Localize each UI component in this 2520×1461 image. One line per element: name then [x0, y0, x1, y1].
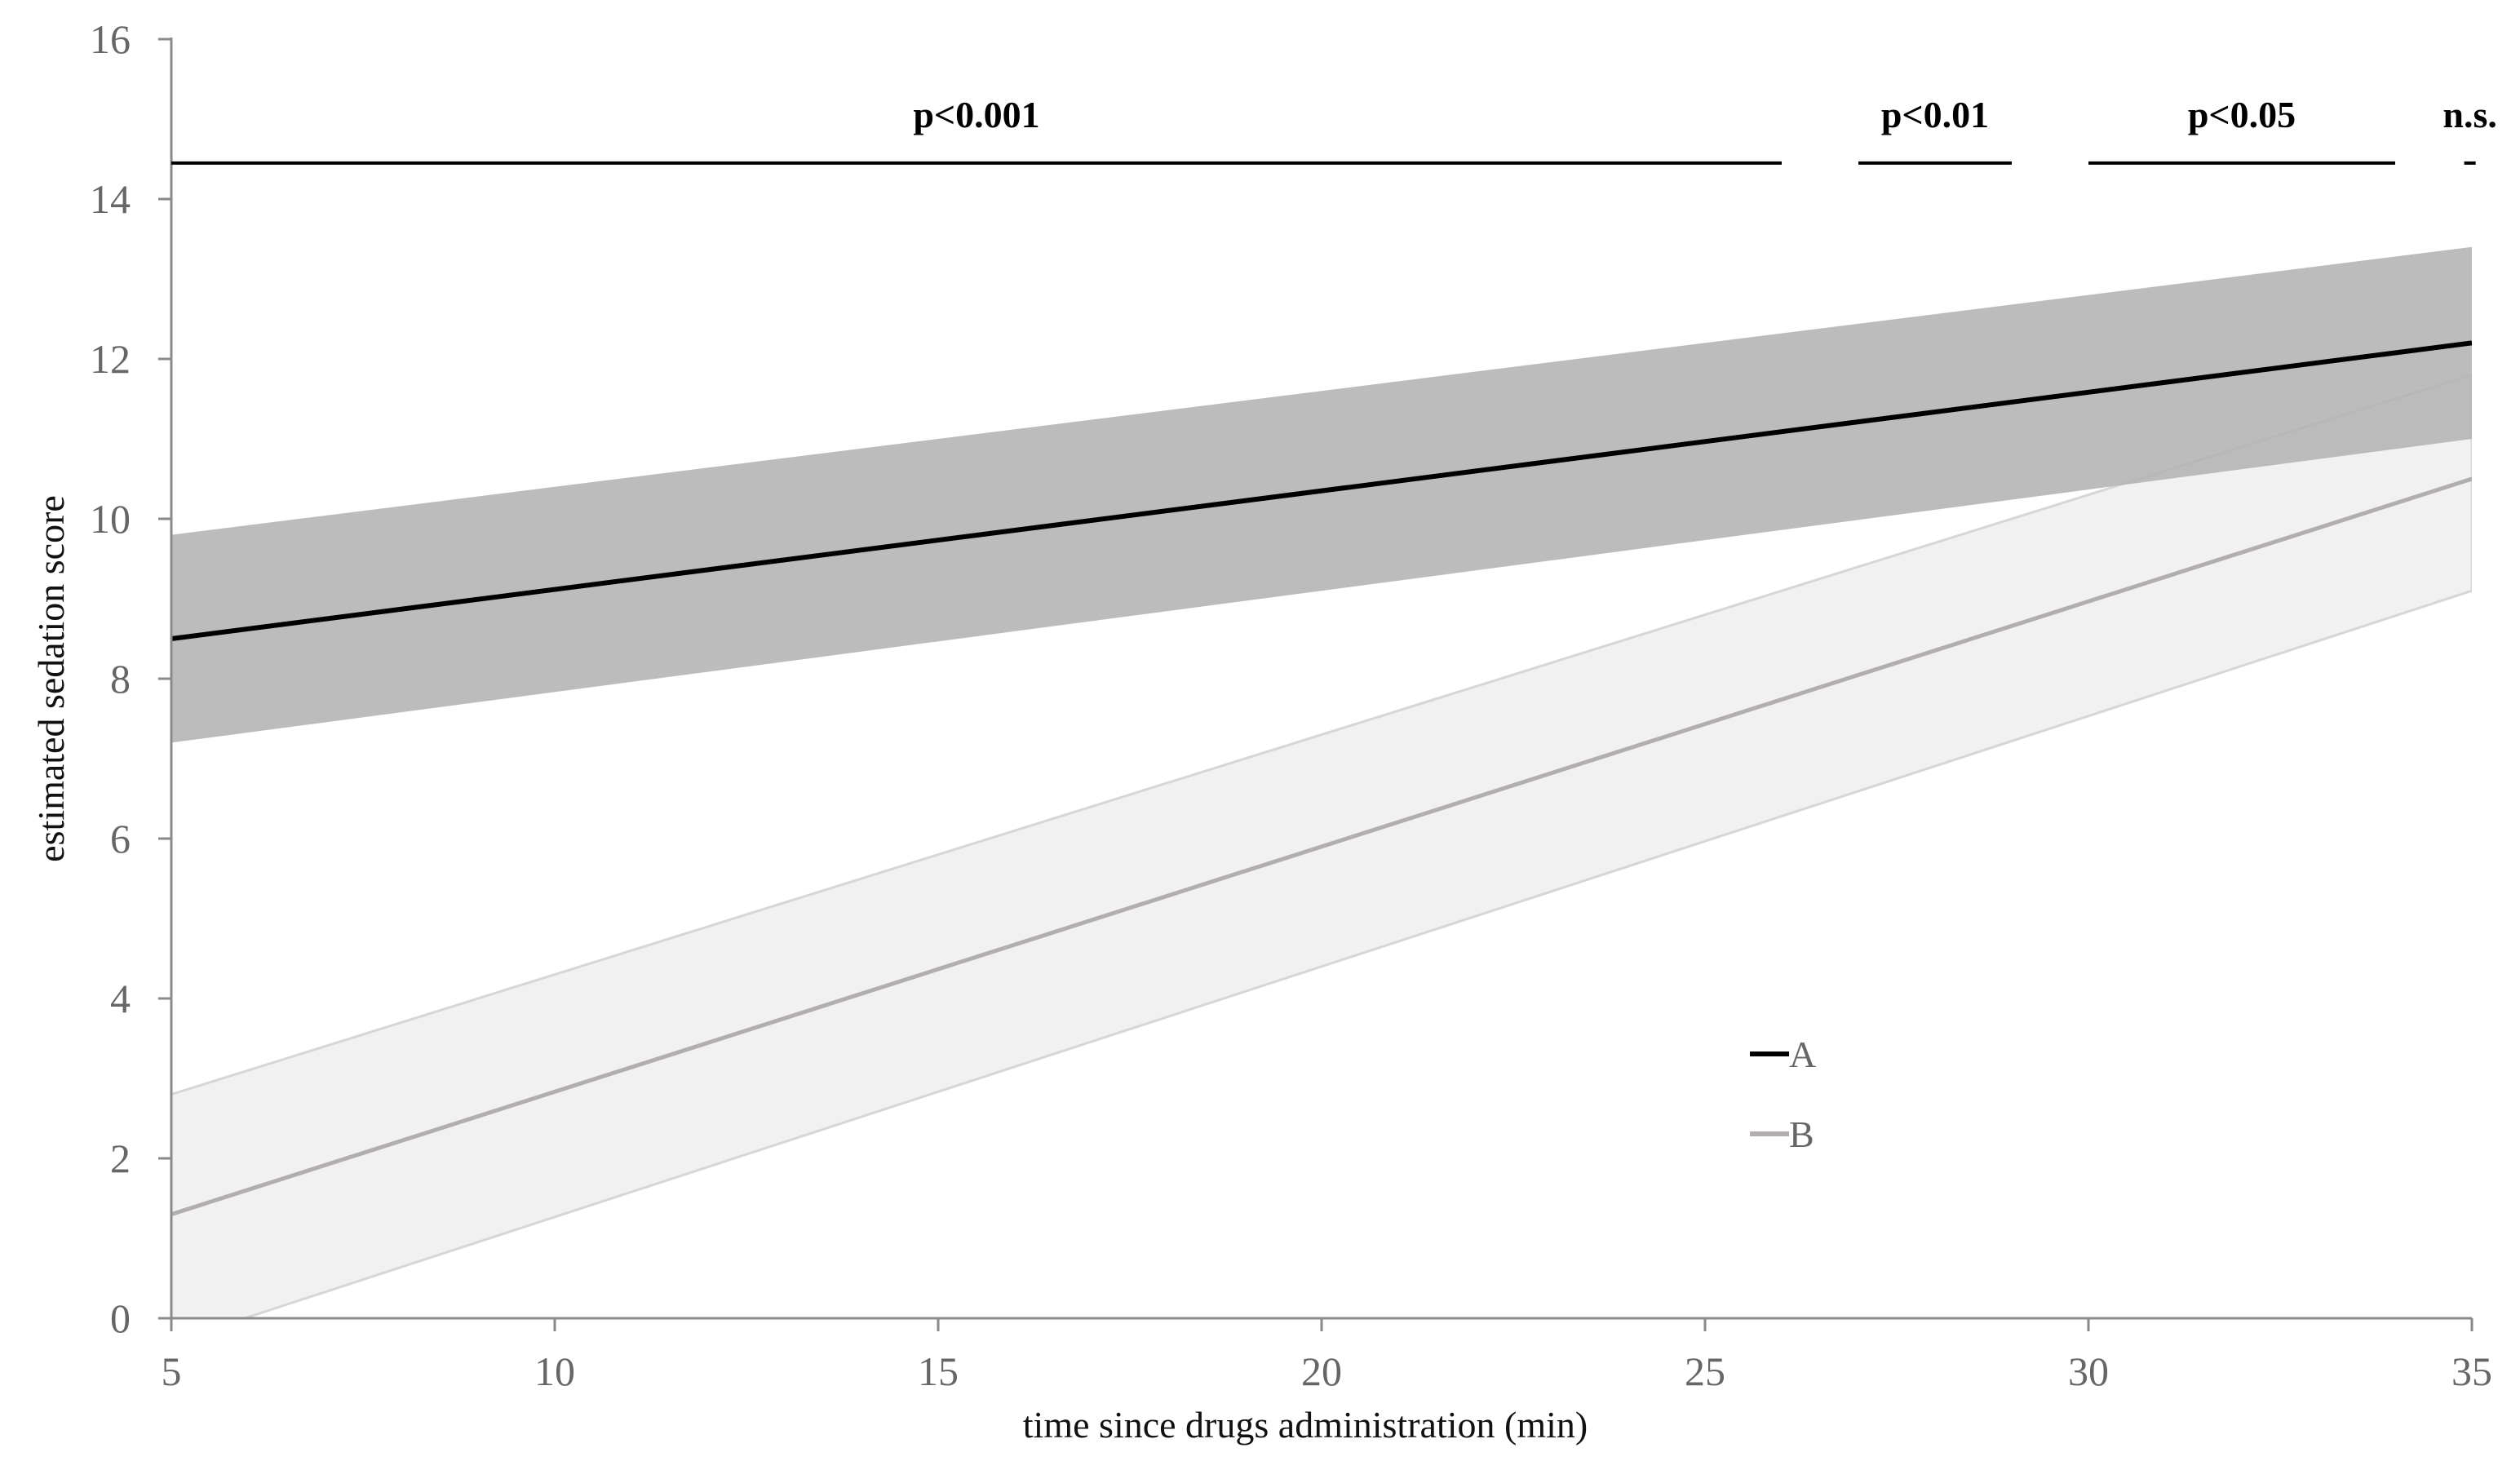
- y-axis-title: estimated sedation score: [30, 495, 72, 862]
- line-series-a: [171, 340, 2472, 641]
- significance-label: n.s.: [2442, 94, 2496, 135]
- y-tick-label: 2: [110, 1136, 131, 1181]
- series-lines: [171, 340, 2472, 1216]
- confidence-bands: [171, 246, 2472, 1318]
- axes: 0 2 4 6 8 10 12 14 16 5 10 15 20 25 30 35: [90, 16, 2492, 1394]
- y-tick-label: 0: [110, 1295, 131, 1341]
- y-tick-label: 14: [90, 176, 131, 222]
- x-tick-label: 20: [1301, 1348, 1342, 1394]
- y-tick-label: 10: [90, 496, 131, 542]
- y-tick-label: 12: [90, 336, 131, 382]
- band-series-a: [171, 246, 2472, 743]
- significance-label: p<0.001: [913, 94, 1039, 135]
- y-tick-label: 4: [110, 976, 131, 1021]
- x-tick-label: 15: [918, 1348, 959, 1394]
- line-series-b: [171, 476, 2472, 1216]
- y-tick-label: 6: [110, 816, 131, 861]
- significance-annotations: p<0.001 p<0.01 p<0.05 n.s.: [171, 94, 2497, 165]
- legend-label-b: B: [1789, 1113, 1814, 1155]
- x-tick-label: 30: [2068, 1348, 2109, 1394]
- y-tick-label: 16: [90, 16, 131, 62]
- x-axis-title: time since drugs administration (min): [1023, 1404, 1588, 1446]
- legend-label-a: A: [1789, 1034, 1816, 1075]
- y-tick-label: 8: [110, 656, 131, 702]
- significance-label: p<0.05: [2188, 94, 2296, 135]
- legend: AB: [1750, 1034, 1816, 1155]
- x-tick-label: 5: [162, 1348, 182, 1394]
- x-tick-label: 35: [2451, 1348, 2492, 1394]
- x-tick-label: 10: [534, 1348, 575, 1394]
- significance-label: p<0.01: [1881, 94, 1989, 135]
- x-tick-label: 25: [1685, 1348, 1725, 1394]
